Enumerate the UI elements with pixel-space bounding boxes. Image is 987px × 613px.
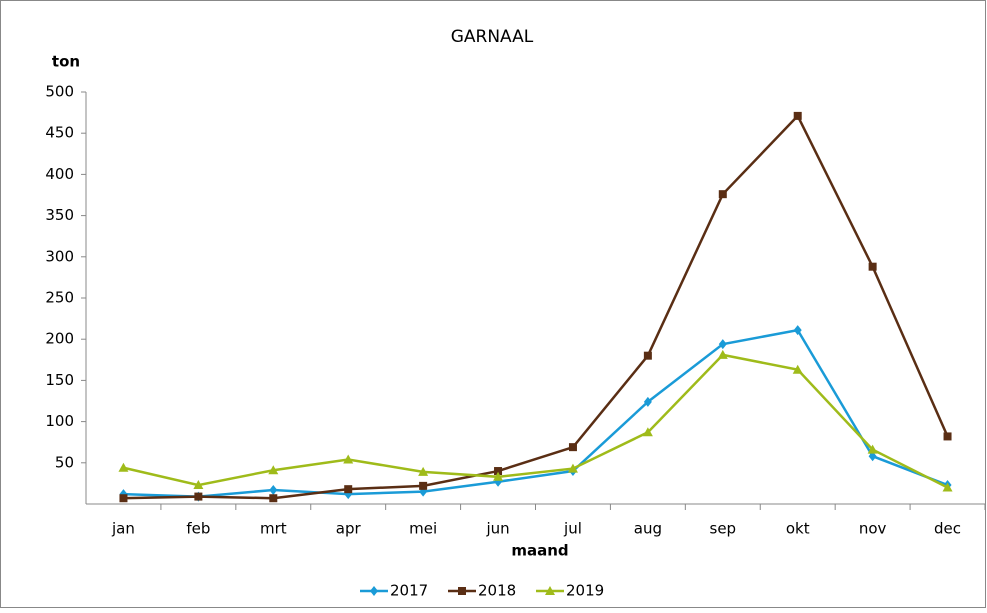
x-tick-label: mei <box>409 520 437 538</box>
series-line <box>123 353 949 489</box>
legend-label: 2019 <box>566 582 604 600</box>
y-tick-label: 250 <box>45 289 74 307</box>
chart-title: GARNAAL <box>451 27 534 47</box>
marker <box>643 396 652 407</box>
marker <box>867 444 878 454</box>
x-tick-label: jul <box>563 520 582 538</box>
marker <box>718 190 727 199</box>
marker <box>268 465 279 475</box>
y-tick-label: 500 <box>45 83 74 101</box>
marker <box>792 364 803 374</box>
marker <box>567 463 578 473</box>
y-tick-label: 100 <box>45 412 74 430</box>
marker <box>868 451 877 462</box>
marker <box>118 462 129 472</box>
x-tick-label: apr <box>336 520 362 538</box>
y-axis-label: ton <box>52 53 80 71</box>
y-tick-label: 450 <box>45 124 74 142</box>
x-tick-label: dec <box>934 520 961 538</box>
y-tick-label: 350 <box>45 206 74 224</box>
x-tick-label: aug <box>634 520 662 538</box>
legend-label: 2017 <box>390 582 428 600</box>
marker <box>418 466 429 476</box>
x-tick-label: mrt <box>260 520 287 538</box>
y-tick-label: 50 <box>55 453 74 471</box>
y-tick-label: 300 <box>45 247 74 265</box>
y-tick-label: 150 <box>45 371 74 389</box>
marker <box>370 586 378 596</box>
x-tick-label: jan <box>111 520 135 538</box>
marker <box>568 443 577 452</box>
y-tick-label: 200 <box>45 330 74 348</box>
x-tick-label: okt <box>786 520 810 538</box>
marker <box>718 339 727 350</box>
series-line <box>123 113 949 500</box>
marker <box>493 471 504 481</box>
x-tick-label: sep <box>710 520 737 538</box>
x-tick-label: jun <box>485 520 509 538</box>
marker <box>458 587 466 595</box>
marker <box>344 485 353 494</box>
marker <box>868 262 877 271</box>
marker <box>793 325 802 336</box>
marker <box>545 586 555 595</box>
marker <box>942 482 953 492</box>
x-tick-label: nov <box>859 520 887 538</box>
legend-label: 2018 <box>478 582 516 600</box>
marker <box>793 111 802 120</box>
marker <box>943 432 952 441</box>
marker <box>643 351 652 360</box>
marker <box>194 492 203 501</box>
marker <box>269 494 278 503</box>
x-axis-label: maand <box>511 542 568 560</box>
x-tick-label: feb <box>186 520 210 538</box>
marker <box>119 494 128 503</box>
marker <box>494 467 503 476</box>
marker <box>419 481 428 490</box>
series-line <box>123 328 948 498</box>
y-tick-label: 400 <box>45 165 74 183</box>
marker <box>193 480 204 490</box>
marker <box>642 427 653 437</box>
marker <box>717 349 728 359</box>
marker <box>269 484 278 495</box>
marker <box>343 454 354 464</box>
